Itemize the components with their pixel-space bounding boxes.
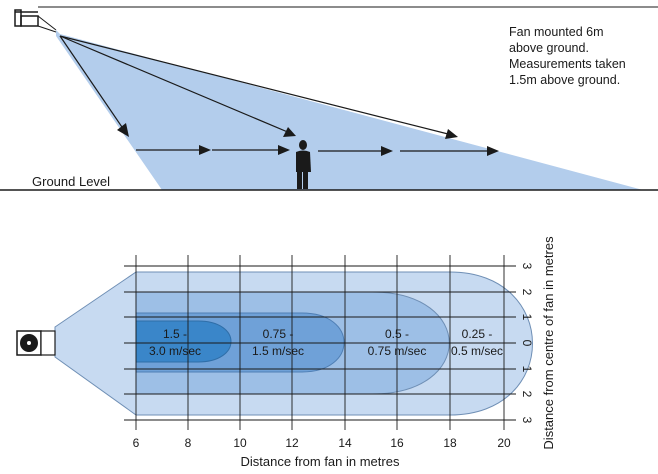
x-axis-ticks: 6 8 10 12 14 16 18 20 (133, 436, 511, 450)
y-axis-ticks: 3 2 1 0 1 2 3 (520, 263, 534, 424)
x-tick: 12 (285, 436, 299, 450)
side-view: Ground Level Fan mounted 6m above ground… (0, 6, 658, 191)
y-tick: 2 (520, 289, 534, 296)
note-line-1: Fan mounted 6m (509, 25, 604, 39)
x-tick: 10 (233, 436, 247, 450)
y-tick: 3 (520, 417, 534, 424)
grid (124, 255, 516, 430)
x-tick: 8 (185, 436, 192, 450)
zone-label-4-line1: 0.25 - (462, 327, 493, 341)
y-tick: 0 (520, 340, 534, 347)
y-tick: 1 (520, 314, 534, 321)
zone-label-2-line2: 1.5 m/sec (252, 344, 304, 358)
note-line-3: Measurements taken (509, 57, 626, 71)
y-tick: 3 (520, 263, 534, 270)
zone-label-4-line2: 0.5 m/sec (451, 344, 503, 358)
zone-labels: 1.5 - 3.0 m/sec 0.75 - 1.5 m/sec 0.5 - 0… (149, 327, 503, 358)
x-tick: 18 (443, 436, 457, 450)
note-line-2: above ground. (509, 41, 589, 55)
x-tick: 6 (133, 436, 140, 450)
fan-side-icon (14, 9, 57, 33)
y-tick: 2 (520, 391, 534, 398)
zone-label-2-line1: 0.75 - (263, 327, 294, 341)
y-axis-label: Distance from centre of fan in metres (541, 236, 556, 450)
x-tick: 16 (390, 436, 404, 450)
arrow-heads (117, 123, 499, 156)
zone-label-3-line1: 0.5 - (385, 327, 409, 341)
mounting-note: Fan mounted 6m above ground. Measurement… (509, 25, 626, 87)
x-axis-label: Distance from fan in metres (241, 454, 400, 469)
x-tick: 14 (338, 436, 352, 450)
fan-top-icon (16, 330, 56, 356)
ground-label: Ground Level (32, 174, 110, 189)
zone-label-1-line1: 1.5 - (163, 327, 187, 341)
x-tick: 20 (497, 436, 511, 450)
zone-label-1-line2: 3.0 m/sec (149, 344, 201, 358)
y-tick: 1 (520, 366, 534, 373)
plan-view: 1.5 - 3.0 m/sec 0.75 - 1.5 m/sec 0.5 - 0… (16, 236, 556, 469)
air-arrows (59, 35, 494, 152)
zone-1-5 (135, 320, 232, 363)
person-icon (296, 140, 311, 189)
zone-label-3-line2: 0.75 m/sec (368, 344, 427, 358)
note-line-4: 1.5m above ground. (509, 73, 620, 87)
